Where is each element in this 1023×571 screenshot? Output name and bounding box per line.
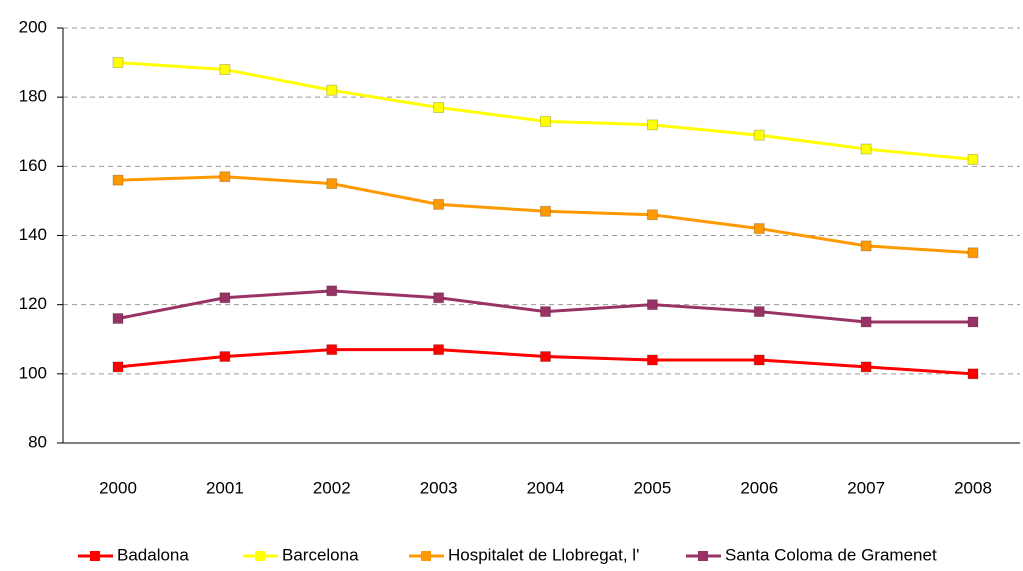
legend-label: Barcelona [282, 545, 359, 564]
data-point [219, 64, 231, 75]
data-point [753, 354, 765, 366]
legend-label: Santa Coloma de Gramenet [725, 545, 937, 564]
data-point [540, 205, 551, 217]
y-tick-label: 180 [19, 87, 47, 106]
data-point [967, 247, 979, 259]
y-tick-label: 200 [19, 17, 47, 36]
data-point [219, 292, 231, 304]
data-point [112, 57, 124, 69]
data-point [112, 361, 124, 373]
data-point [646, 119, 658, 131]
x-tick-label: 2001 [206, 478, 244, 497]
data-point [219, 351, 231, 363]
data-point [540, 115, 551, 127]
y-tick-label: 100 [19, 363, 47, 382]
data-point [860, 361, 872, 373]
data-point [540, 306, 551, 318]
data-point [112, 174, 124, 186]
series-line [117, 61, 974, 161]
data-point [433, 102, 445, 114]
data-point [326, 84, 338, 96]
x-tick-label: 2003 [420, 478, 458, 497]
x-tick-label: 2007 [847, 478, 885, 497]
data-point [326, 344, 338, 356]
data-point [646, 299, 658, 311]
data-point [326, 178, 338, 190]
x-tick-label: 2000 [99, 478, 137, 497]
data-point [219, 171, 231, 183]
data-point [967, 368, 979, 380]
x-tick-label: 2002 [313, 478, 351, 497]
legend-marker [255, 551, 265, 561]
data-point [433, 198, 445, 210]
data-point [860, 240, 872, 252]
y-tick-label: 160 [19, 156, 47, 175]
data-point [967, 153, 979, 165]
x-tick-label: 2005 [633, 478, 671, 497]
legend-label: Hospitalet de Llobregat, l' [448, 545, 639, 564]
data-point [326, 285, 338, 297]
x-tick-label: 2008 [954, 478, 992, 497]
data-point [860, 143, 872, 155]
data-point [646, 209, 658, 221]
x-tick-label: 2006 [740, 478, 778, 497]
x-tick-label: 2004 [527, 478, 565, 497]
data-point [646, 354, 658, 366]
legend-marker [421, 551, 431, 561]
y-tick-label: 80 [28, 432, 47, 451]
y-tick-label: 120 [19, 294, 47, 313]
y-tick-label: 140 [19, 225, 47, 244]
data-point [540, 351, 551, 363]
data-point [433, 344, 445, 356]
data-point [112, 313, 124, 324]
data-point [753, 306, 765, 318]
data-point [967, 316, 979, 328]
legend-marker [90, 551, 100, 561]
data-point [753, 129, 765, 141]
data-point [860, 316, 872, 328]
data-point [433, 292, 445, 304]
legend-marker [698, 551, 708, 561]
legend-label: Badalona [117, 545, 189, 564]
data-point [753, 223, 765, 235]
